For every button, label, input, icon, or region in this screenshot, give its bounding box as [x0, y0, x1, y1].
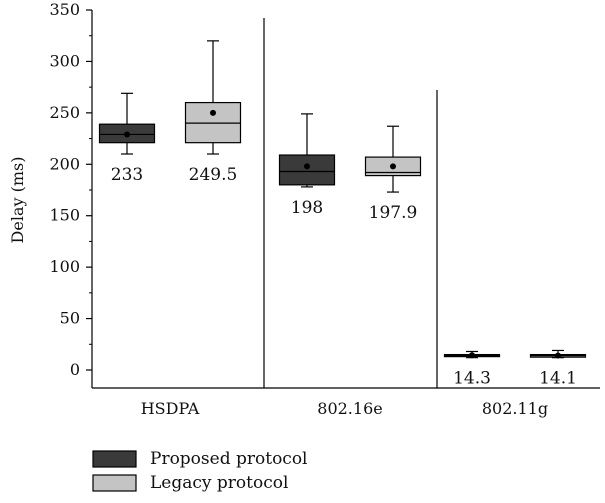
- x-category-label: 802.16e: [317, 399, 382, 418]
- mean-point: [469, 352, 475, 359]
- mean-point: [304, 163, 310, 170]
- y-tick-label: 350: [49, 0, 80, 19]
- box-HSDPA-legacy: 249.5: [184, 40, 242, 185]
- legend-label: Legacy protocol: [150, 473, 288, 493]
- data-label: 233: [111, 165, 143, 185]
- x-category-label: 802.11g: [482, 399, 548, 418]
- data-label: 249.5: [189, 165, 238, 185]
- box-HSDPA-proposed: 233: [98, 92, 156, 185]
- legend-swatch: [92, 474, 137, 492]
- y-tick-label: 0: [70, 360, 80, 379]
- data-label: 198: [291, 198, 323, 218]
- mean-point: [124, 131, 130, 138]
- y-tick-label: 300: [49, 51, 80, 70]
- data-label: 14.3: [453, 369, 491, 389]
- legend-label: Proposed protocol: [150, 449, 308, 469]
- box-802.11g-legacy: 14.1: [529, 349, 587, 389]
- data-label: 14.1: [539, 369, 577, 389]
- y-tick-label: 200: [49, 154, 80, 173]
- mean-point: [555, 352, 561, 359]
- plot-area: 0 50 100 150 200 250 300 350 HSDPA 802.16e 802.11g…: [49, 0, 600, 418]
- mean-point: [210, 109, 216, 116]
- data-label: 197.9: [369, 203, 418, 223]
- y-tick-label: 50: [60, 309, 80, 328]
- box-802.16e-proposed: 198: [278, 113, 336, 218]
- y-axis-label: Delay (ms): [8, 157, 27, 244]
- legend: Proposed protocol Legacy protocol: [92, 449, 308, 493]
- mean-point: [390, 163, 396, 170]
- y-tick-label: 150: [49, 206, 80, 225]
- box-body: [278, 154, 336, 186]
- box-802.11g-proposed: 14.3: [443, 350, 501, 389]
- y-tick-label: 100: [49, 257, 80, 276]
- legend-swatch: [92, 450, 137, 468]
- y-tick-label: 250: [49, 103, 80, 122]
- box-802.16e-legacy: 197.9: [364, 125, 422, 223]
- x-category-label: HSDPA: [141, 399, 200, 418]
